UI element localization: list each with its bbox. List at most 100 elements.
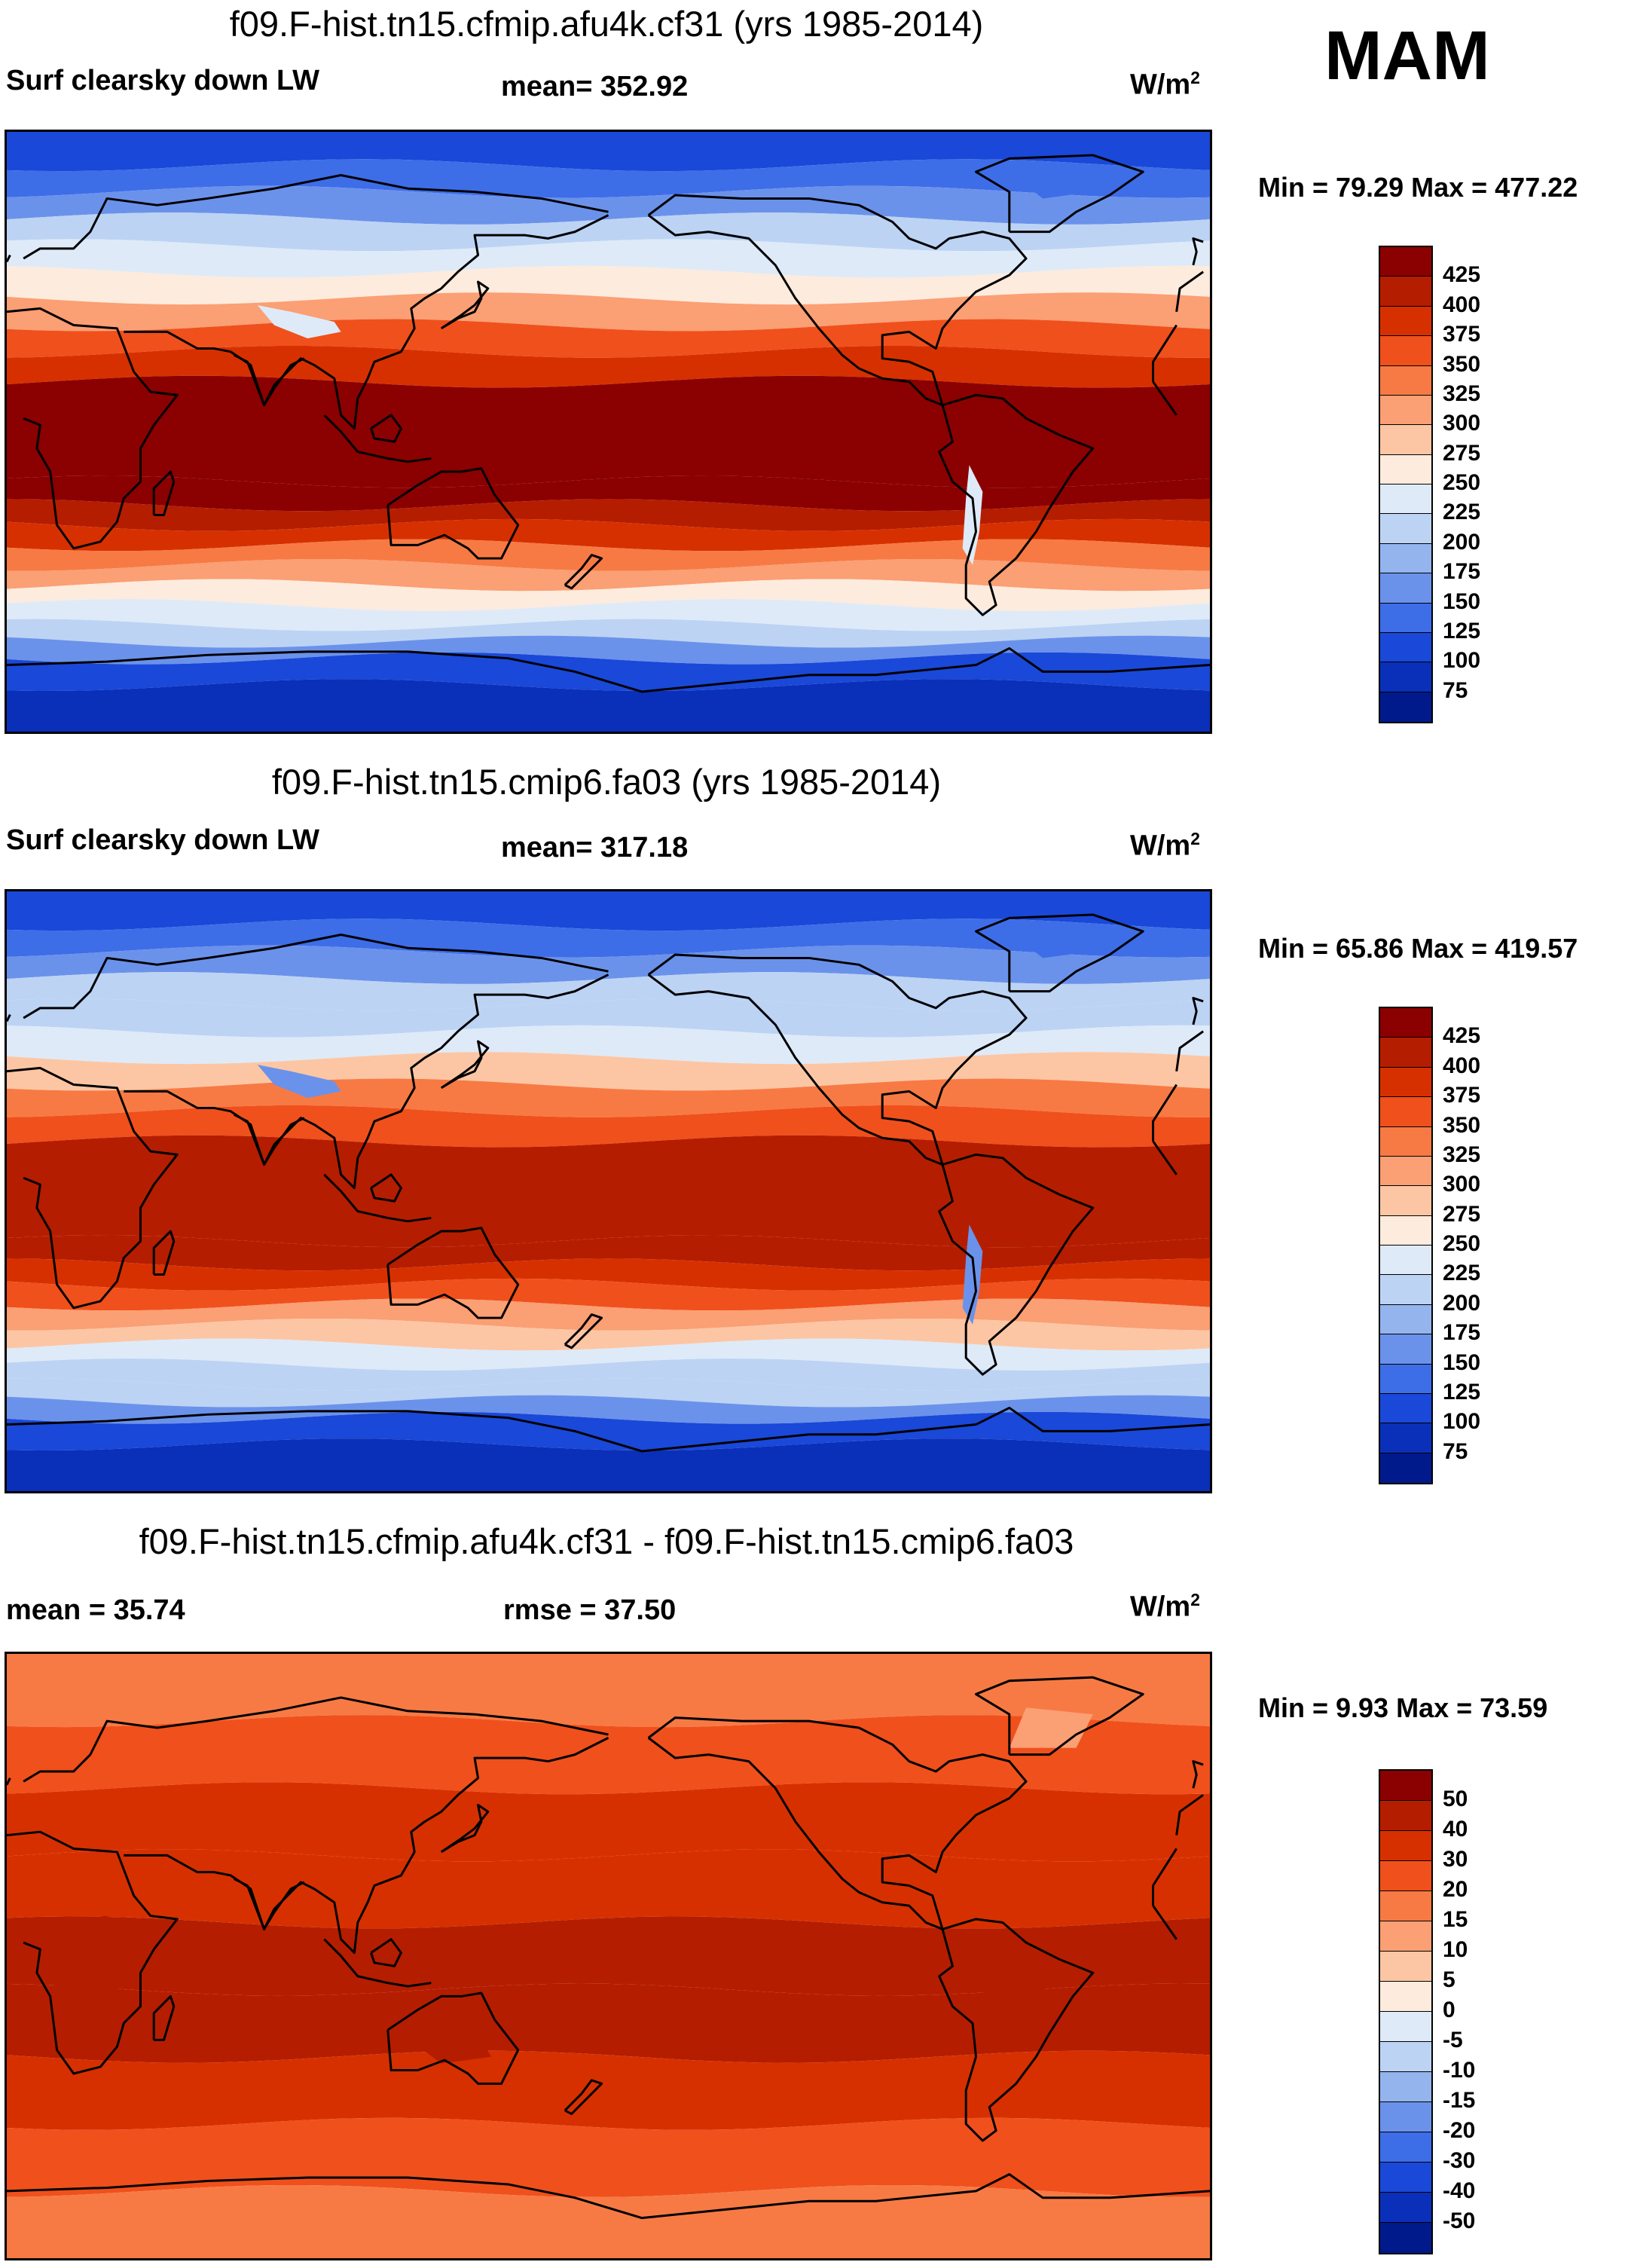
contour-band	[7, 1715, 1210, 1795]
colorbar-tick-label: -20	[1443, 2118, 1476, 2143]
contour-blob	[982, 1973, 1050, 2031]
contour-blob	[414, 2023, 492, 2064]
panel-2-units: W/m2	[1130, 829, 1200, 862]
colorbar-swatch	[1380, 1156, 1431, 1187]
contour-band	[7, 2117, 1210, 2197]
contour-band	[7, 1916, 1210, 1996]
coastline	[7, 1013, 11, 1022]
map-canvas	[7, 132, 1210, 732]
contour-blob	[257, 304, 341, 339]
colorbar-swatch	[1380, 2223, 1431, 2253]
contour-band	[7, 1258, 1210, 1291]
coastline	[974, 913, 1144, 993]
coastline	[1175, 1793, 1204, 1835]
colorbar-tick-label: 10	[1443, 1937, 1468, 1962]
contour-band	[7, 1025, 1210, 1065]
colorbar-swatch	[1380, 632, 1431, 663]
colorbar-swatch	[1380, 484, 1431, 515]
coastline	[1152, 1905, 1178, 1940]
colorbar-swatch	[1380, 1067, 1431, 1098]
colorbar-swatch	[1380, 1831, 1431, 1861]
coastline	[1152, 1084, 1178, 1142]
panel-1-mean-label: mean= 352.92	[501, 71, 689, 102]
colorbar-tick-label: 0	[1443, 1997, 1455, 2022]
contour-band	[7, 475, 1210, 512]
colorbar-tick-label: 300	[1443, 411, 1481, 436]
colorbar-tick-label: 75	[1443, 677, 1468, 703]
panel-3-title: f09.F-hist.tn15.cfmip.afu4k.cf31 - f09.F…	[139, 1521, 1074, 1561]
colorbar-swatch	[1380, 573, 1431, 604]
contour-band	[7, 679, 1210, 732]
colorbar-tick-label: 400	[1443, 1053, 1481, 1078]
panel-3-colorbar-ticks: 50 40 30 20 15 10 5 0 -5 -10 -15 -20 -30 -40 -50	[1443, 1769, 1533, 2254]
colorbar-tick-label: 20	[1443, 1877, 1468, 1902]
contour-band	[7, 1782, 1210, 1862]
coastline	[7, 307, 179, 550]
coastline	[7, 1777, 11, 1786]
panel-2-map	[5, 889, 1212, 1493]
contour-band	[7, 1849, 1210, 1929]
colorbar-tick-label: 325	[1443, 1142, 1481, 1167]
contour-band	[7, 579, 1210, 611]
colorbar-swatch	[1380, 1334, 1431, 1365]
contour-band	[7, 1358, 1210, 1391]
colorbar-swatch	[1380, 2072, 1431, 2102]
colorbar-swatch	[1380, 2012, 1431, 2042]
coastline	[564, 2079, 603, 2115]
coastline	[23, 174, 609, 260]
colorbar-tick-label: 225	[1443, 500, 1481, 525]
colorbar-swatch	[1380, 692, 1431, 722]
contour-band	[7, 619, 1210, 648]
colorbar-swatch	[1380, 662, 1431, 692]
contour-band	[7, 1378, 1210, 1408]
coastline	[7, 1406, 1210, 1453]
contour-band	[7, 1298, 1210, 1331]
colorbar-swatch	[1380, 2102, 1431, 2132]
coastline	[1152, 1848, 1178, 1906]
colorbar-tick-label: 30	[1443, 1847, 1468, 1872]
colorbar-swatch	[1380, 454, 1431, 484]
contour-band	[7, 1105, 1210, 1148]
colorbar-tick-label: 425	[1443, 1023, 1481, 1049]
colorbar-tick-label: 325	[1443, 381, 1481, 406]
coastline	[23, 934, 609, 1019]
colorbar-tick-label: -10	[1443, 2058, 1476, 2083]
coastline	[152, 470, 176, 517]
panel-2-mean-label: mean= 317.18	[501, 832, 689, 863]
coastline	[1152, 324, 1178, 382]
panel-2-variable-label: Surf clearsky down LW	[6, 824, 319, 856]
contour-band	[7, 1411, 1210, 1451]
colorbar-swatch	[1380, 365, 1431, 396]
coastline	[938, 393, 1095, 616]
colorbar-swatch	[1380, 2132, 1431, 2163]
contour-band	[7, 598, 1210, 631]
colorbar-tick-label: 15	[1443, 1907, 1468, 1932]
colorbar-tick-label: 50	[1443, 1787, 1468, 1811]
colorbar-swatch	[1380, 1275, 1431, 1305]
colorbar-tick-label: -15	[1443, 2088, 1476, 2113]
colorbar-swatch	[1380, 1982, 1431, 2012]
colorbar-tick-label: 100	[1443, 1409, 1481, 1435]
panel-1-units: W/m2	[1130, 68, 1200, 101]
coastline	[233, 1113, 305, 1166]
contour-band	[7, 1395, 1210, 1424]
coastline	[1175, 271, 1204, 313]
coastline	[370, 1938, 402, 1967]
colorbar-swatch	[1380, 1921, 1431, 1952]
colorbar-tick-label: 200	[1443, 1290, 1481, 1316]
colorbar-tick-label: 375	[1443, 1083, 1481, 1108]
panel-2-title: f09.F-hist.tn15.cmip6.fa03 (yrs 1985-201…	[271, 762, 942, 802]
coastline	[370, 414, 402, 443]
colorbar-tick-label: 150	[1443, 1349, 1481, 1375]
contour-band	[7, 2184, 1210, 2258]
colorbar-swatch	[1380, 247, 1431, 277]
colorbar-tick-label: 275	[1443, 1201, 1481, 1227]
panel-3-units: W/m2	[1130, 1590, 1200, 1623]
panel-2-colorbar-ticks: 425 400 375 350 325 300 275 250 225 200 175 150 125 1…	[1443, 1007, 1533, 1484]
panel-3-colorbar	[1379, 1769, 1433, 2254]
coastline	[386, 1991, 520, 2085]
colorbar-swatch	[1380, 2042, 1431, 2072]
contour-band	[7, 212, 1210, 252]
colorbar-tick-label: -50	[1443, 2208, 1476, 2233]
colorbar-tick-label: 300	[1443, 1172, 1481, 1197]
